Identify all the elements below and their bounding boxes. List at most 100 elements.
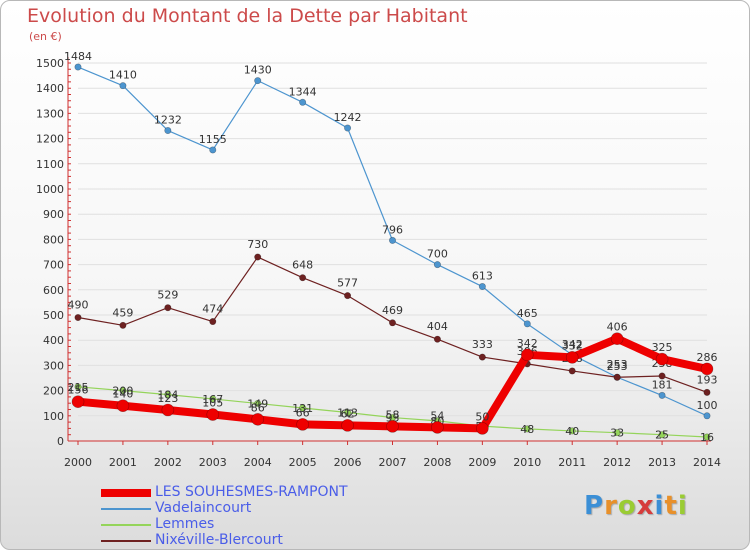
data-point <box>74 314 82 322</box>
data-label: 58 <box>386 408 400 421</box>
data-point <box>568 367 576 375</box>
data-label: 105 <box>202 397 223 410</box>
y-tick-label: 100 <box>43 410 64 423</box>
x-tick-label: 2010 <box>513 456 541 469</box>
data-label: 215 <box>68 381 89 394</box>
data-label: 342 <box>517 337 538 350</box>
data-point <box>478 283 486 291</box>
y-tick-label: 500 <box>43 309 64 322</box>
logo-letter: P <box>584 491 605 521</box>
data-point <box>703 388 711 396</box>
y-tick-label: 300 <box>43 359 64 372</box>
data-point <box>74 63 82 71</box>
data-label: 1410 <box>109 69 137 82</box>
data-label: 700 <box>427 248 448 261</box>
data-label: 253 <box>607 358 628 371</box>
data-label: 193 <box>697 373 718 386</box>
data-point <box>478 353 486 361</box>
data-point <box>209 318 217 326</box>
data-point <box>251 413 265 426</box>
x-tick-label: 2008 <box>423 456 451 469</box>
data-label: 404 <box>427 320 448 333</box>
legend-label: Nixéville-Blercourt <box>155 532 283 548</box>
data-point <box>476 422 489 435</box>
data-point <box>386 420 399 433</box>
x-tick-label: 2011 <box>558 456 586 469</box>
data-point <box>161 403 175 417</box>
y-tick-label: 900 <box>43 208 64 221</box>
data-label: 113 <box>337 407 358 420</box>
data-label: 131 <box>292 402 313 415</box>
data-label: 730 <box>247 238 268 251</box>
data-label: 62 <box>341 407 355 420</box>
data-label: 1242 <box>334 111 362 124</box>
data-label: 286 <box>697 351 718 364</box>
data-label: 156 <box>68 384 89 397</box>
data-point <box>254 77 262 85</box>
y-tick-label: 1300 <box>36 107 64 120</box>
data-label: 184 <box>157 389 178 402</box>
data-point <box>344 124 352 132</box>
data-point <box>344 292 352 300</box>
legend-swatch <box>101 524 151 526</box>
data-label: 149 <box>247 397 268 410</box>
data-point <box>299 404 307 412</box>
data-label: 253 <box>607 360 628 373</box>
data-point <box>700 362 714 376</box>
data-point <box>164 391 172 399</box>
chart-title: Evolution du Montant de la Dette par Hab… <box>27 5 468 27</box>
data-point <box>655 352 669 366</box>
data-point <box>254 253 262 261</box>
x-tick-label: 2002 <box>154 456 182 469</box>
y-tick-label: 400 <box>43 334 64 347</box>
data-label: 529 <box>157 289 178 302</box>
data-label: 342 <box>562 338 583 351</box>
data-label: 332 <box>562 339 583 352</box>
data-point <box>610 332 624 345</box>
logo-letter: t <box>664 491 678 521</box>
data-label: 123 <box>157 392 178 405</box>
y-tick-label: 600 <box>43 284 64 297</box>
logo-letter: i <box>677 491 688 521</box>
data-point <box>520 348 534 362</box>
data-point <box>341 419 354 432</box>
data-point <box>613 429 621 437</box>
data-label: 459 <box>112 306 133 319</box>
legend-label: Lemmes <box>155 516 215 532</box>
data-point <box>613 373 621 381</box>
data-label: 325 <box>652 341 673 354</box>
data-label: 86 <box>251 401 265 414</box>
logo-letter: x <box>636 491 655 521</box>
data-label: 48 <box>520 423 534 436</box>
y-tick-label: 1100 <box>36 158 64 171</box>
data-label: 25 <box>655 429 669 442</box>
data-label: 140 <box>112 388 133 401</box>
data-label: 613 <box>472 270 493 283</box>
data-label: 465 <box>517 307 538 320</box>
data-label: 1484 <box>64 50 92 63</box>
legend-label: LES SOUHESMES-RAMPONT <box>155 484 348 500</box>
data-point <box>703 433 711 441</box>
logo-letter: i <box>654 491 665 521</box>
x-tick-label: 2000 <box>64 456 92 469</box>
data-point <box>433 335 441 343</box>
logo-letter: r <box>604 491 618 521</box>
x-tick-label: 2004 <box>244 456 272 469</box>
x-tick-label: 2007 <box>379 456 407 469</box>
data-label: 1344 <box>289 85 317 98</box>
legend-swatch <box>101 540 151 542</box>
y-tick-label: 800 <box>43 233 64 246</box>
x-tick-label: 2005 <box>289 456 317 469</box>
data-label: 66 <box>296 406 310 419</box>
y-tick-label: 1000 <box>36 183 64 196</box>
data-label: 333 <box>472 338 493 351</box>
data-point <box>523 320 531 328</box>
data-label: 200 <box>112 385 133 398</box>
x-tick-label: 2013 <box>648 456 676 469</box>
data-label: 100 <box>697 399 718 412</box>
data-label: 40 <box>565 425 579 438</box>
logo-letter: o <box>617 491 637 521</box>
legend-swatch <box>101 489 151 497</box>
